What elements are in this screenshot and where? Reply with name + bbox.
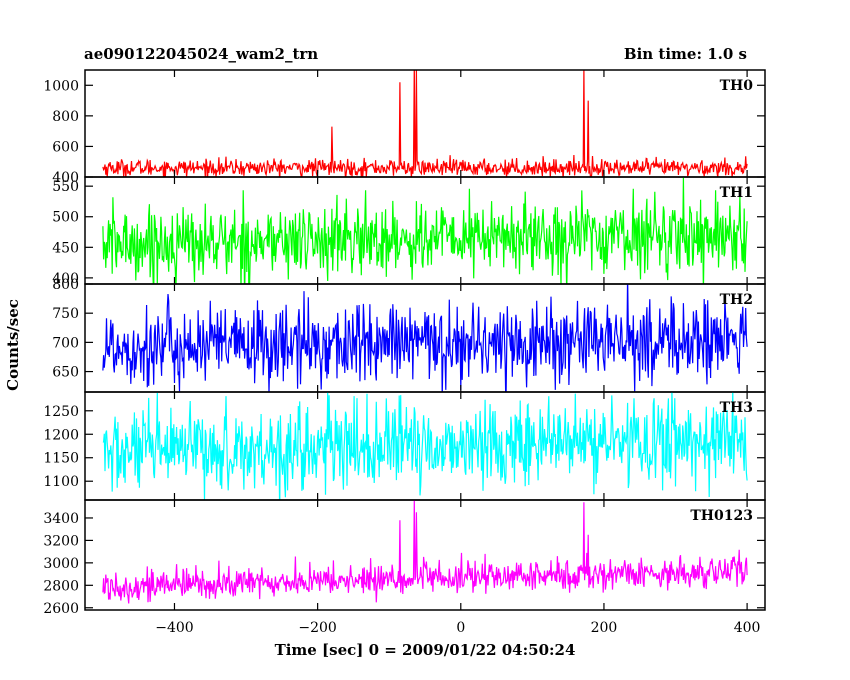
series-line-th0 (102, 70, 748, 177)
y-tick-label: 500 (52, 210, 79, 226)
y-tick-label: 550 (52, 179, 79, 195)
series-line-th0123 (102, 500, 748, 604)
y-tick-label: 400 (52, 271, 79, 287)
y-tick-label: 700 (52, 335, 79, 351)
y-tick-label: 3200 (43, 533, 79, 549)
panel-th0: 400 600 800 1000 TH0 (43, 69, 766, 186)
panel-label: TH0 (720, 78, 754, 94)
panels-group: 400 600 800 1000 TH0 400 450 500 550 TH1 650 700 750… (43, 69, 766, 636)
y-tick-label: 450 (52, 240, 79, 256)
y-tick-label: 1200 (43, 427, 79, 443)
series-line-th1 (102, 177, 748, 284)
y-axis-label: Counts/sec (4, 299, 22, 391)
x-tick-label: −400 (155, 620, 193, 636)
panel-th0123: 2600 2800 3000 3200 3400 −400 −200 0 200 400 TH012… (43, 499, 766, 636)
y-tick-label: 3400 (43, 511, 79, 527)
chart-title: ae090122045024_wam2_trn (84, 45, 318, 63)
y-tick-label: 3000 (43, 556, 79, 572)
series-line-th3 (102, 392, 748, 500)
y-tick-label: 600 (52, 139, 79, 155)
x-tick-label: 400 (734, 620, 761, 636)
panel-frame (84, 69, 766, 178)
panel-th3: 1100 1150 1200 1250 TH3 (43, 391, 766, 501)
y-tick-label: 800 (52, 109, 79, 125)
y-tick-label: 650 (52, 365, 79, 381)
panel-label: TH2 (720, 292, 753, 308)
x-tick-label: 200 (591, 620, 618, 636)
y-tick-label: 750 (52, 306, 79, 322)
y-tick-label: 2600 (43, 601, 79, 617)
panel-label: TH1 (720, 185, 753, 201)
x-tick-label: 0 (456, 620, 465, 636)
x-tick-label: −200 (298, 620, 336, 636)
panel-label: TH3 (720, 400, 753, 416)
y-tick-label: 1250 (43, 404, 79, 420)
x-axis-label: Time [sec] 0 = 2009/01/22 04:50:24 (275, 641, 576, 659)
y-tick-label: 400 (52, 170, 79, 186)
y-tick-label: 2800 (43, 578, 79, 594)
bin-time-label: Bin time: 1.0 s (624, 45, 747, 63)
series-line-th2 (102, 284, 748, 392)
y-tick-label: 1100 (43, 474, 79, 490)
y-tick-label: 1000 (43, 78, 79, 94)
panel-th2: 650 700 750 800 TH2 (52, 277, 766, 393)
y-tick-label: 800 (52, 277, 79, 293)
panel-frame (84, 499, 766, 611)
panel-label: TH0123 (690, 508, 753, 524)
y-tick-label: 1150 (43, 451, 79, 467)
